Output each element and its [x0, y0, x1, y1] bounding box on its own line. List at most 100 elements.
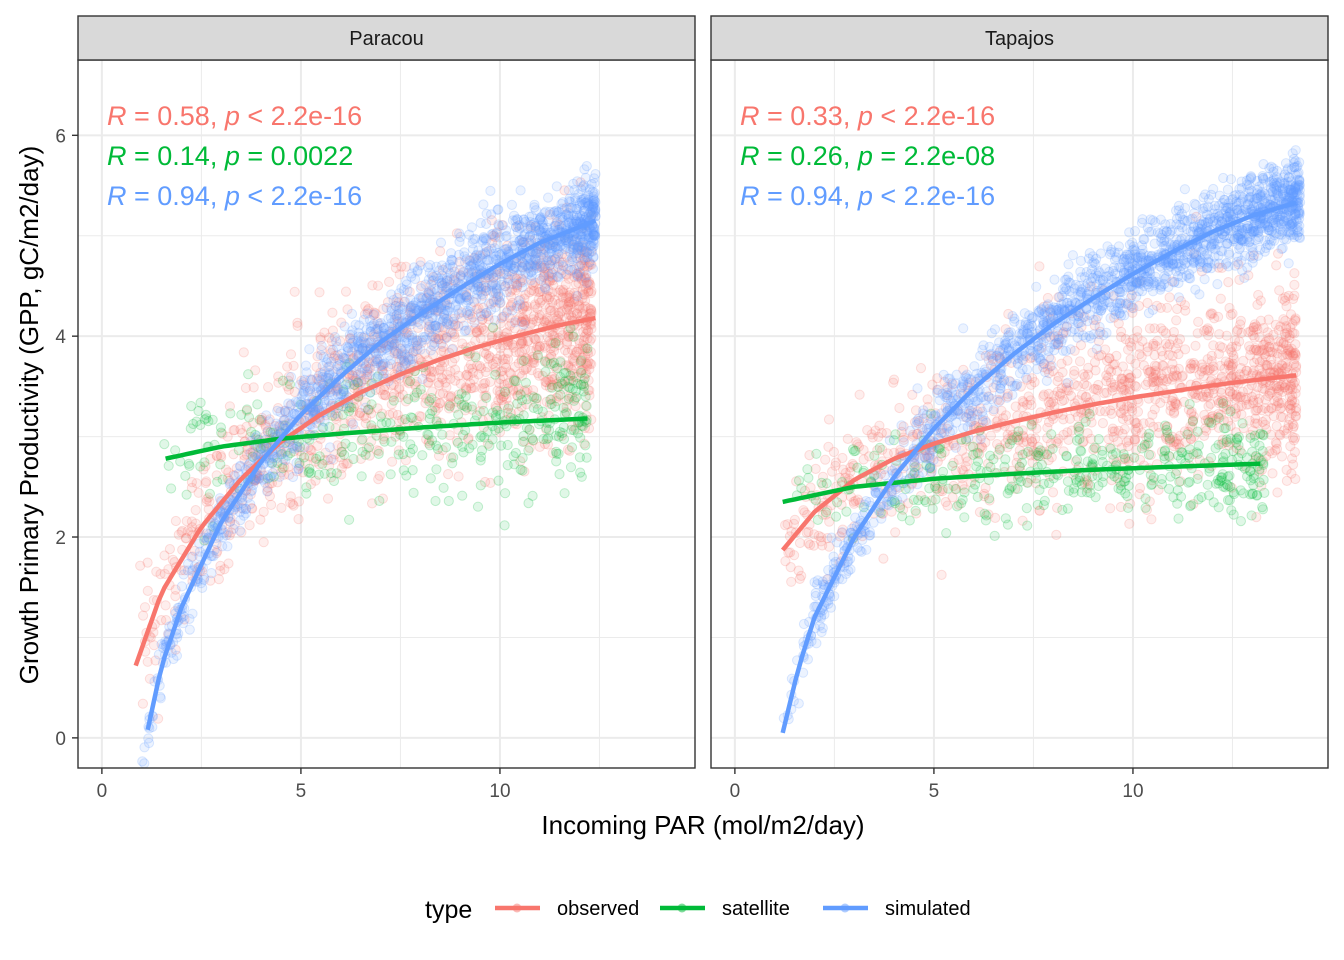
point-observed — [1263, 346, 1274, 357]
point-observed — [467, 363, 478, 374]
point-observed — [142, 656, 153, 667]
point-simulated — [518, 319, 529, 330]
point-simulated — [540, 283, 551, 294]
point-observed — [410, 381, 421, 392]
point-simulated — [554, 256, 565, 267]
point-observed — [585, 346, 596, 357]
point-observed — [354, 410, 365, 421]
point-observed — [500, 353, 511, 364]
point-observed — [363, 363, 374, 374]
point-simulated — [417, 373, 428, 385]
point-observed — [374, 470, 385, 481]
point-satellite — [565, 462, 577, 473]
point-observed — [467, 404, 478, 415]
point-observed — [1235, 315, 1247, 326]
point-observed — [1290, 313, 1301, 324]
point-satellite — [490, 369, 501, 380]
point-observed — [497, 370, 508, 382]
point-simulated — [470, 250, 481, 261]
point-simulated — [572, 291, 583, 302]
point-satellite — [405, 376, 416, 387]
y-tick-label: 2 — [55, 528, 66, 549]
point-satellite — [470, 352, 481, 363]
point-satellite — [518, 355, 529, 366]
point-observed — [1271, 260, 1282, 271]
point-simulated — [535, 226, 547, 237]
point-observed — [579, 253, 590, 264]
point-satellite — [398, 465, 409, 476]
point-observed — [471, 326, 483, 337]
point-simulated — [491, 228, 502, 239]
point-satellite — [398, 449, 409, 460]
point-satellite — [472, 501, 484, 512]
point-simulated — [486, 304, 497, 315]
point-satellite — [185, 423, 196, 434]
point-satellite — [576, 471, 587, 482]
point-satellite — [443, 495, 454, 507]
point-simulated — [458, 320, 469, 331]
point-observed — [320, 447, 331, 458]
point-observed — [228, 425, 239, 436]
point-simulated — [412, 265, 423, 276]
point-observed — [285, 491, 296, 502]
point-observed — [1053, 371, 1064, 382]
point-simulated — [353, 327, 364, 338]
point-observed — [858, 454, 869, 465]
point-observed — [388, 379, 399, 390]
point-observed — [539, 340, 550, 351]
point-observed — [335, 336, 346, 347]
point-simulated — [219, 527, 230, 538]
point-satellite — [495, 409, 506, 420]
point-satellite — [1140, 493, 1151, 504]
point-observed — [541, 255, 553, 266]
point-observed — [503, 383, 514, 394]
point-observed — [512, 303, 523, 314]
point-observed — [1250, 413, 1261, 424]
point-observed — [181, 516, 192, 527]
point-observed — [1057, 395, 1068, 407]
point-observed — [1291, 360, 1302, 371]
point-observed — [1129, 416, 1140, 427]
point-satellite — [170, 445, 181, 456]
point-observed — [1223, 277, 1234, 288]
point-observed — [1097, 418, 1109, 429]
point-simulated — [573, 242, 584, 253]
point-simulated — [481, 218, 492, 229]
point-observed — [1113, 425, 1124, 436]
point-simulated — [455, 271, 466, 282]
point-observed — [1263, 390, 1274, 401]
point-simulated — [279, 415, 290, 426]
point-observed — [547, 380, 558, 391]
point-observed — [551, 392, 562, 404]
point-observed — [258, 537, 269, 548]
point-satellite — [163, 460, 174, 471]
point-observed — [496, 394, 507, 406]
point-observed — [576, 379, 587, 390]
point-observed — [531, 316, 542, 327]
point-satellite — [1081, 471, 1092, 482]
point-satellite — [523, 498, 534, 509]
point-simulated — [240, 508, 251, 519]
point-satellite — [184, 460, 195, 471]
point-simulated — [275, 406, 286, 418]
point-observed — [553, 287, 564, 298]
point-simulated — [530, 205, 542, 216]
point-observed — [377, 365, 388, 376]
point-observed — [441, 313, 452, 324]
point-observed — [435, 246, 446, 257]
point-satellite — [481, 392, 492, 403]
point-simulated — [364, 370, 375, 381]
point-satellite — [558, 402, 569, 413]
point-simulated — [228, 523, 239, 534]
point-satellite — [453, 394, 465, 405]
point-satellite — [1021, 503, 1032, 514]
point-satellite — [448, 452, 459, 463]
point-satellite — [503, 403, 514, 414]
point-observed — [507, 340, 518, 351]
point-observed — [558, 288, 569, 299]
point-observed — [1267, 468, 1278, 479]
point-observed — [1285, 322, 1296, 333]
point-satellite — [385, 418, 396, 429]
point-observed — [394, 382, 405, 394]
